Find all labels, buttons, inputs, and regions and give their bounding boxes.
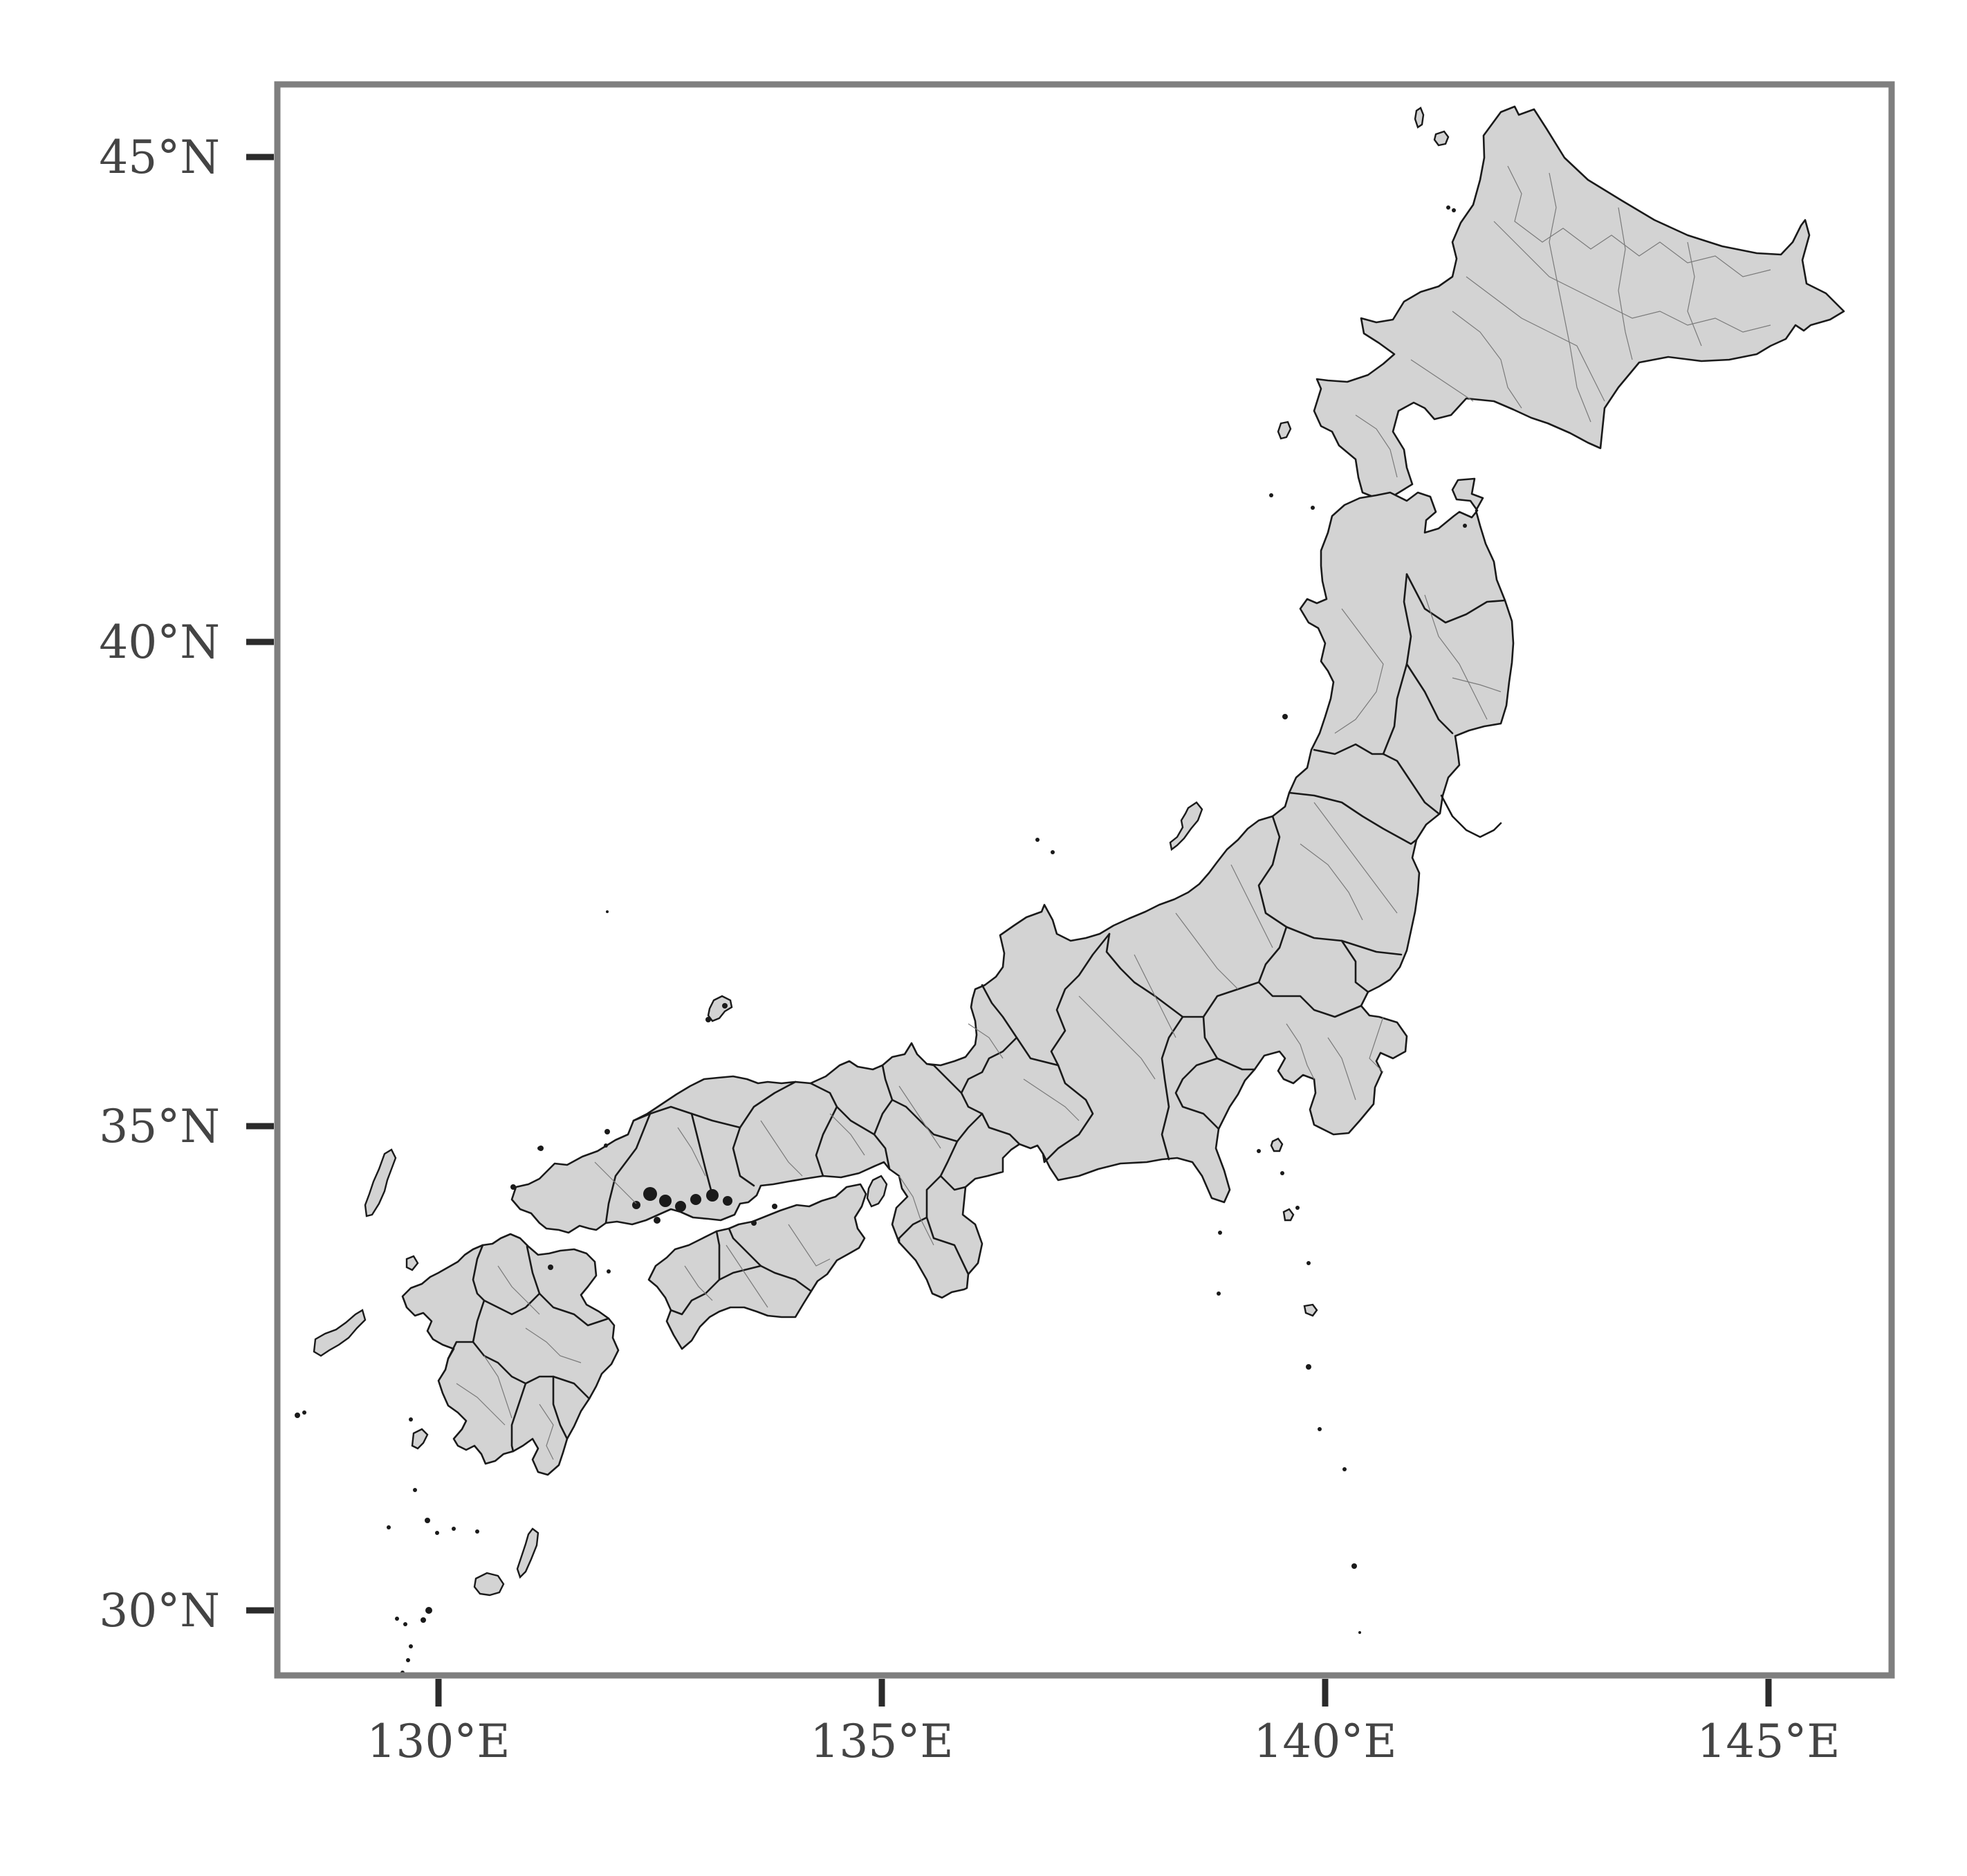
awaji-island (866, 1175, 888, 1208)
goto-islands (313, 1309, 367, 1357)
sado-island (1169, 801, 1203, 852)
y-tick-label-35: 35°N (99, 1100, 220, 1153)
izu-oshima-island (1270, 1137, 1284, 1152)
y-tick-label-30: 30°N (99, 1584, 220, 1637)
y-tick-label-40: 40°N (99, 616, 220, 669)
municipality-borders (456, 165, 1771, 1460)
kyushu-landmass (401, 1233, 620, 1476)
hachijojima-island (1282, 1208, 1295, 1222)
x-tick-label-145: 145°E (1697, 1715, 1840, 1768)
prefecture-borders (447, 573, 1506, 1453)
honshu-landmass (510, 477, 1515, 1299)
rishiri-island (1433, 130, 1450, 147)
x-tick-label-135: 135°E (810, 1715, 953, 1768)
koshiki-islands (411, 1428, 429, 1450)
oki-islands (707, 995, 733, 1022)
y-tick-label-45: 45°N (99, 131, 220, 184)
iki-island (405, 1255, 419, 1271)
tsushima-island (364, 1148, 397, 1217)
hachijo-south-island (1303, 1303, 1318, 1317)
x-tick-label-140: 140°E (1253, 1715, 1396, 1768)
yakushima-island (473, 1572, 505, 1597)
x-tick-label-130: 130°E (367, 1715, 510, 1768)
hokkaido-landmass (1313, 105, 1845, 499)
okushiri-island (1277, 421, 1292, 440)
x-axis: 130°E 135°E 140°E 145°E (367, 1679, 1840, 1768)
tanegashima-island (516, 1527, 539, 1579)
map-area (295, 105, 1845, 1675)
plot-frame (274, 81, 1895, 1679)
y-axis: 45°N 40°N 35°N 30°N (99, 131, 274, 1637)
small-islands (295, 205, 1467, 1675)
rebun-island (1414, 107, 1425, 129)
